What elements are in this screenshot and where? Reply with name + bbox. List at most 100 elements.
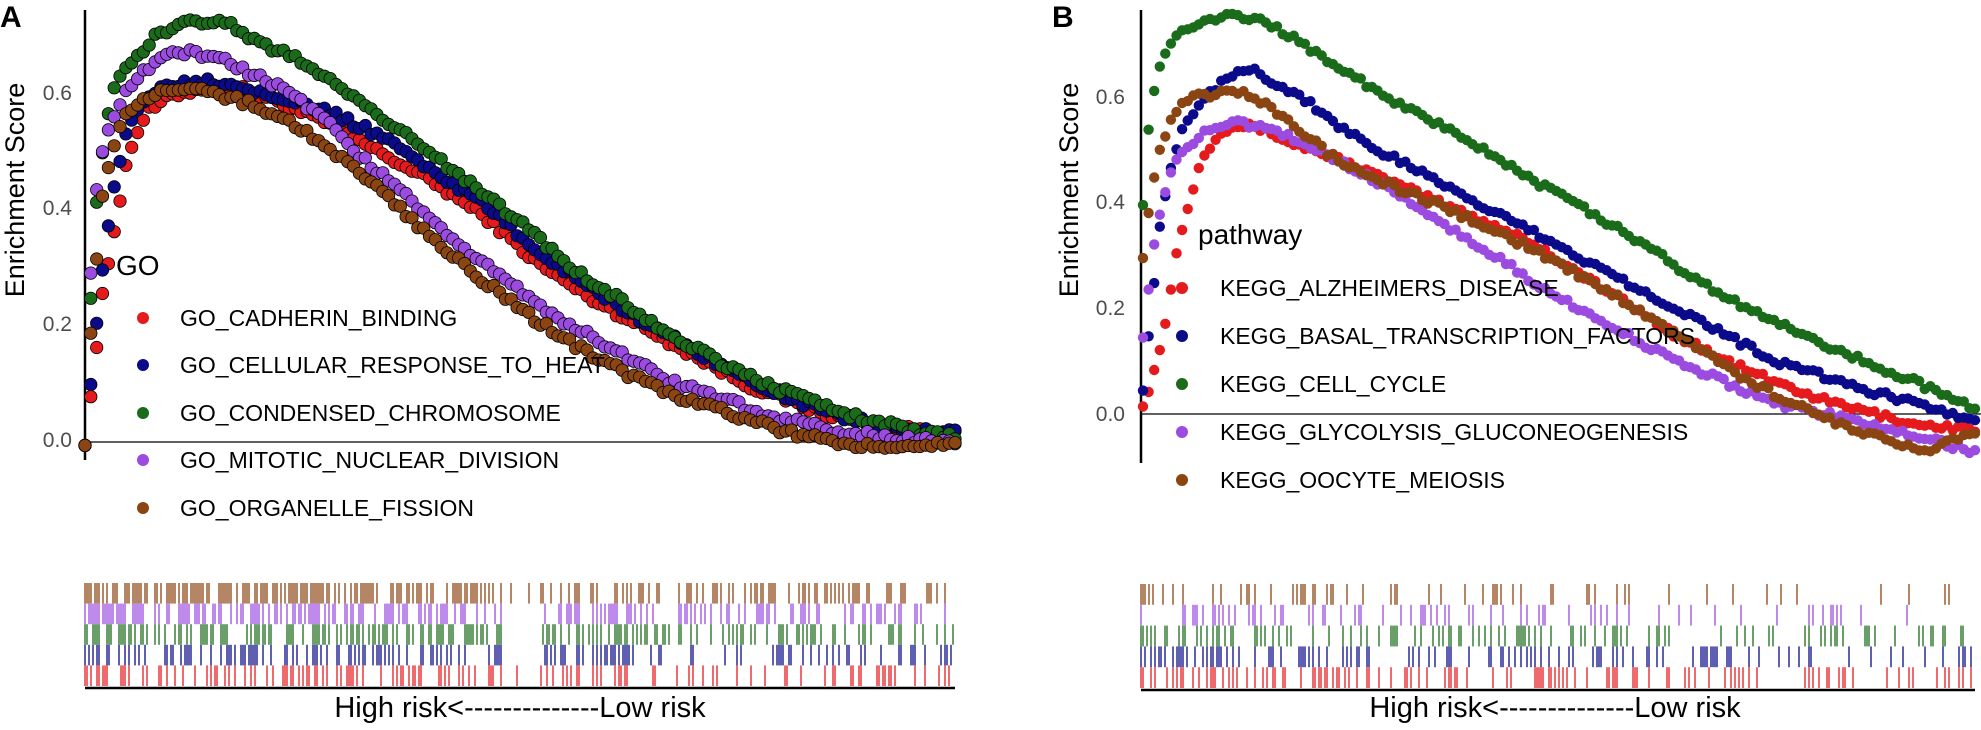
legend-dot-condensed-chromosome [137, 407, 149, 419]
legend-label-alzheimers-disease: KEGG_ALZHEIMERS_DISEASE [1220, 275, 1559, 301]
point-b-3-5 [1165, 167, 1177, 178]
point-a-4-0 [78, 438, 92, 452]
panel-a-ytick-0: 0.0 [43, 429, 72, 452]
point-b-4-34 [1327, 148, 1339, 160]
point-b-1-0 [1137, 385, 1149, 396]
series-kegg-cell-cycle [1137, 8, 1981, 414]
point-a-4-56 [405, 211, 419, 225]
point-b-4-1 [1143, 207, 1154, 219]
point-b-2-139 [1914, 375, 1925, 387]
legend-dot-oocyte-meiosis [1176, 474, 1188, 486]
legend-item-cadherin-binding: GO_CADHERIN_BINDING [137, 305, 457, 331]
point-a-1-1 [84, 377, 98, 392]
panel-b-y-ticks: 0.0 0.2 0.4 0.6 [1096, 86, 1126, 426]
legend-dot-alzheimers-disease [1176, 282, 1188, 294]
legend-item-mitotic-nuclear-division: GO_MITOTIC_NUCLEAR_DIVISION [137, 447, 559, 473]
point-b-1-106 [1729, 331, 1741, 343]
point-b-3-66 [1506, 258, 1517, 270]
point-b-4-3 [1154, 144, 1166, 155]
point-b-0-0 [1137, 401, 1149, 412]
panel-b-xlabel: High risk<--------------Low risk [1369, 692, 1741, 724]
legend-label-cellular-response-to-heat: GO_CELLULAR_RESPONSE_TO_HEAT [180, 352, 605, 378]
point-b-0-9 [1188, 184, 1199, 195]
point-b-3-56 [1450, 224, 1461, 235]
legend-item-organelle-fission: GO_ORGANELLE_FISSION [137, 495, 474, 521]
point-b-1-30 [1305, 96, 1316, 107]
point-a-3-1 [84, 266, 98, 280]
point-b-1-9 [1188, 109, 1199, 120]
point-b-0-10 [1193, 162, 1205, 174]
legend-dot-mitotic-nuclear-division [137, 454, 149, 466]
series-kegg-oocyte-meiosis [1137, 85, 1981, 457]
point-b-1-121 [1813, 366, 1824, 377]
panel-a-series [78, 13, 962, 455]
point-a-4-149 [948, 436, 962, 450]
legend-label-mitotic-nuclear-division: GO_MITOTIC_NUCLEAR_DIVISION [180, 447, 559, 473]
legend-item-cellular-response-to-heat: GO_CELLULAR_RESPONSE_TO_HEAT [137, 352, 605, 378]
panel-a-ytick-1: 0.2 [43, 313, 72, 336]
panel-a-label: A [0, 1, 22, 34]
point-a-4-54 [393, 199, 407, 213]
point-a-4-3 [95, 189, 110, 203]
point-b-2-93 [1657, 248, 1668, 260]
point-a-2-1 [84, 291, 98, 305]
point-b-4-85 [1612, 289, 1623, 300]
point-a-1-4 [101, 219, 116, 233]
rug-band-a-3 [84, 644, 952, 666]
panel-b-label: B [1052, 1, 1074, 34]
point-a-0-1 [84, 390, 98, 404]
point-a-4-52 [381, 189, 396, 203]
rug-band-b-1 [1140, 604, 1908, 626]
point-b-2-39 [1355, 73, 1367, 84]
point-a-0-6 [113, 194, 127, 208]
legend-label-basal-transcription-factors: KEGG_BASAL_TRANSCRIPTION_FACTORS [1220, 323, 1695, 349]
point-b-3-10 [1193, 132, 1205, 144]
point-a-2-5 [107, 81, 121, 95]
point-b-3-3 [1154, 209, 1166, 220]
point-b-2-5 [1165, 38, 1177, 49]
panel-b-ytick-2: 0.4 [1096, 191, 1126, 214]
rug-band-a-2 [84, 624, 954, 645]
point-a-4-4 [101, 161, 116, 175]
point-a-4-76 [522, 305, 536, 319]
point-b-4-89 [1634, 304, 1646, 315]
panel-b-legend-title: pathway [1198, 219, 1302, 250]
rug-band-a-4 [84, 665, 950, 686]
rug-band-a-0 [84, 583, 946, 604]
panel-a-ytick-3: 0.6 [43, 82, 72, 105]
point-a-3-4 [101, 123, 116, 137]
panel-b-ylabel: Enrichment Score [1054, 83, 1084, 298]
panel-a-rug [84, 583, 954, 686]
point-b-1-3 [1154, 221, 1166, 232]
point-a-4-83 [562, 332, 577, 346]
point-a-3-37 [294, 92, 308, 107]
point-a-2-61 [434, 152, 448, 166]
rug-band-b-0 [1140, 584, 1950, 605]
point-b-1-109 [1746, 340, 1757, 351]
panel-a-legend-title: GO [116, 250, 160, 281]
panel-b-ytick-0: 0.0 [1096, 403, 1125, 426]
panel-a: A Enrichment Score 0.0 0.2 0.4 0.6 GO GO… [0, 1, 962, 724]
legend-label-oocyte-meiosis: KEGG_OOCYTE_MEIOSIS [1220, 467, 1505, 493]
panel-b-rug [1140, 584, 1972, 688]
legend-item-basal-transcription-factors: KEGG_BASAL_TRANSCRIPTION_FACTORS [1176, 323, 1695, 349]
point-a-2-78 [533, 230, 548, 245]
point-b-0-4 [1160, 318, 1171, 329]
point-a-0-3 [95, 286, 110, 301]
point-b-4-77 [1567, 263, 1579, 275]
point-b-3-149 [1969, 445, 1981, 456]
point-b-1-7 [1176, 124, 1188, 135]
legend-label-glycolysis-gluconeogenesis: KEGG_GLYCOLYSIS_GLUCONEOGENESIS [1220, 419, 1688, 445]
panel-a-ylabel: Enrichment Score [0, 83, 30, 298]
point-b-3-104 [1718, 373, 1729, 385]
legend-dot-cellular-response-to-heat [137, 359, 149, 371]
series-go-organelle-fission [78, 81, 962, 455]
rug-band-a-1 [84, 603, 946, 625]
series-go-cadherin-binding [78, 78, 962, 452]
point-b-1-28 [1294, 89, 1305, 100]
legend-label-condensed-chromosome: GO_CONDENSED_CHROMOSOME [180, 400, 561, 426]
point-b-4-93 [1657, 318, 1668, 330]
point-b-1-86 [1618, 273, 1629, 284]
legend-label-cell-cycle: KEGG_CELL_CYCLE [1220, 371, 1446, 397]
point-a-2-71 [492, 197, 507, 211]
